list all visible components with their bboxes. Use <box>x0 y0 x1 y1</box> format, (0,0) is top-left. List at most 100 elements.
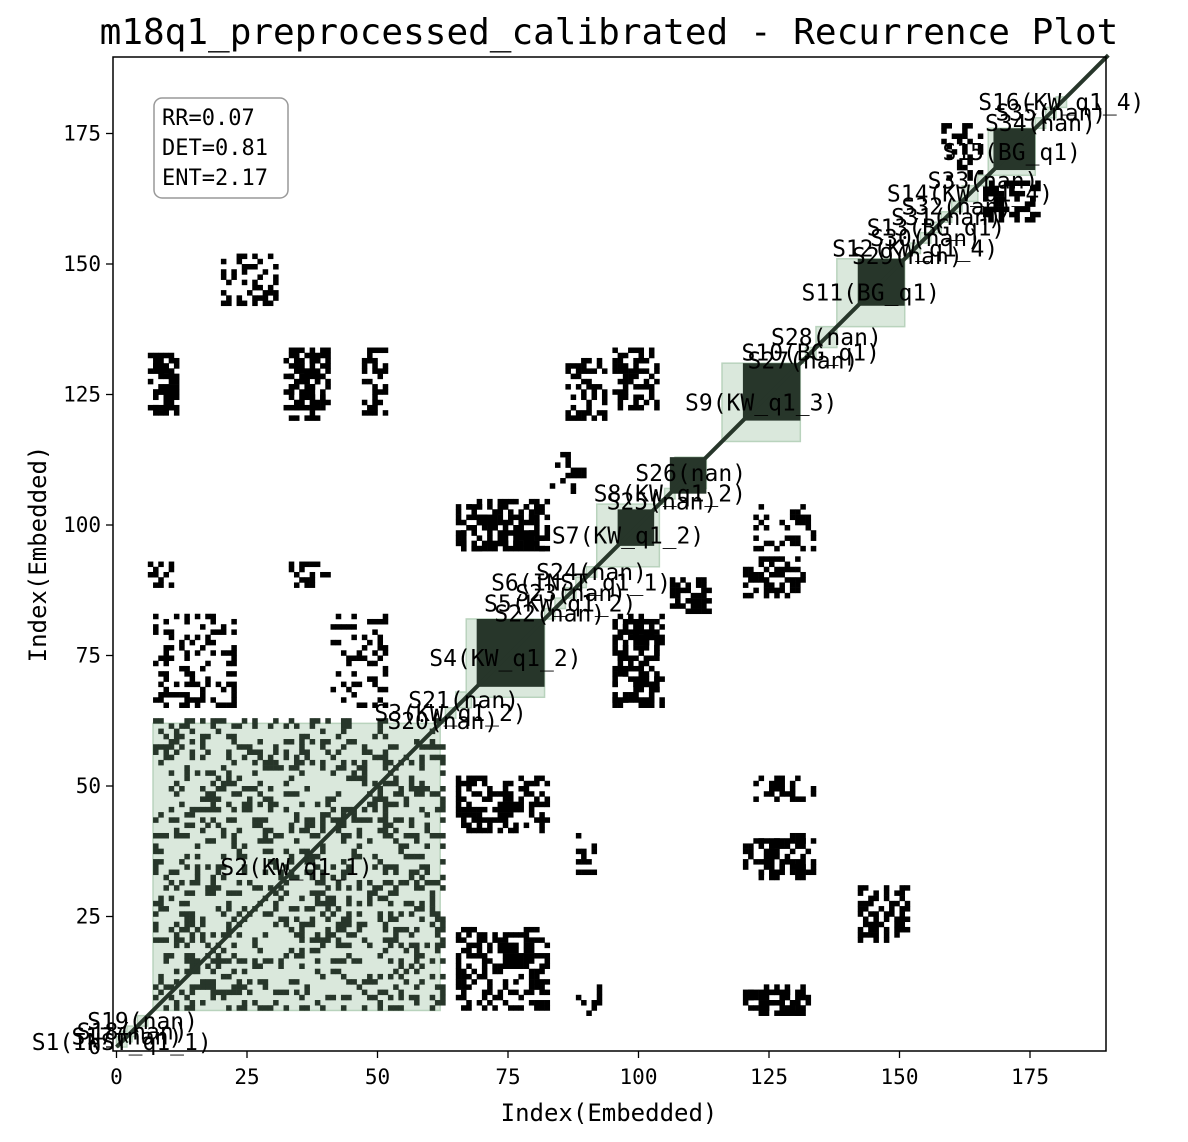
recurrence-point <box>236 253 243 260</box>
recurrence-point <box>643 357 650 364</box>
recurrence-point <box>194 984 201 990</box>
recurrence-point <box>497 801 504 808</box>
recurrence-point <box>231 660 237 667</box>
recurrence-point <box>518 530 524 536</box>
recurrence-point <box>340 822 347 829</box>
recurrence-point <box>158 384 164 390</box>
recurrence-point <box>158 697 164 703</box>
recurrence-point <box>205 822 211 829</box>
recurrence-point <box>173 733 180 740</box>
recurrence-point <box>293 399 300 406</box>
recurrence-point <box>241 269 248 275</box>
recurrence-point <box>1014 211 1020 218</box>
recurrence-point <box>570 394 577 401</box>
recurrence-point <box>695 608 702 615</box>
recurrence-point <box>184 650 190 656</box>
recurrence-point <box>346 979 352 985</box>
recurrence-point <box>231 645 237 651</box>
recurrence-point <box>377 827 384 834</box>
recurrence-point <box>273 264 279 270</box>
recurrence-point <box>628 692 634 698</box>
recurrence-point <box>293 765 300 771</box>
recurrence-point <box>455 994 462 1001</box>
recurrence-point <box>779 864 785 870</box>
recurrence-point <box>534 504 540 510</box>
recurrence-point <box>497 806 504 813</box>
recurrence-point <box>523 791 530 797</box>
recurrence-point <box>367 895 373 902</box>
recurrence-point <box>497 535 504 541</box>
recurrence-point <box>320 373 326 380</box>
recurrence-point <box>387 759 394 766</box>
recurrence-point <box>168 817 175 823</box>
recurrence-point <box>220 269 227 275</box>
recurrence-point <box>262 300 269 307</box>
recurrence-point <box>387 958 394 964</box>
recurrence-point <box>967 175 973 181</box>
recurrence-point <box>654 399 660 406</box>
recurrence-point <box>325 926 331 933</box>
recurrence-point <box>387 822 394 829</box>
segment-label: S9(KW_q1_3) <box>685 390 837 416</box>
recurrence-point <box>231 692 237 698</box>
recurrence-point <box>763 848 770 855</box>
recurrence-point <box>899 885 906 891</box>
recurrence-point <box>591 1005 598 1011</box>
recurrence-point <box>455 968 462 975</box>
recurrence-point <box>403 843 410 849</box>
recurrence-point <box>372 363 378 369</box>
recurrence-point <box>361 780 368 787</box>
recurrence-point <box>857 932 864 938</box>
recurrence-point <box>586 410 592 416</box>
recurrence-point <box>220 290 227 296</box>
recurrence-point <box>596 994 603 1001</box>
recurrence-point <box>220 832 227 839</box>
recurrence-point <box>163 676 169 682</box>
recurrence-point <box>758 519 765 526</box>
recurrence-point <box>508 780 514 787</box>
recurrence-point <box>810 859 817 865</box>
recurrence-point <box>158 404 164 411</box>
recurrence-point <box>748 592 754 599</box>
recurrence-point <box>351 775 357 782</box>
recurrence-point <box>742 566 749 573</box>
recurrence-point <box>669 592 676 599</box>
recurrence-point <box>612 357 618 364</box>
recurrence-point <box>455 963 462 969</box>
recurrence-point <box>805 869 812 876</box>
recurrence-point <box>544 1000 551 1006</box>
recurrence-point <box>581 472 587 479</box>
recurrence-point <box>299 921 305 928</box>
recurrence-point <box>304 989 310 996</box>
recurrence-point <box>158 900 164 907</box>
recurrence-point <box>304 984 310 990</box>
recurrence-point <box>299 744 305 750</box>
recurrence-point <box>502 791 509 797</box>
recurrence-point <box>429 832 436 839</box>
recurrence-point <box>492 509 498 515</box>
recurrence-point <box>669 587 676 594</box>
recurrence-point <box>487 530 493 536</box>
recurrence-point <box>544 942 551 949</box>
recurrence-point <box>361 989 368 996</box>
recurrence-point <box>288 718 295 724</box>
recurrence-point <box>523 519 530 526</box>
recurrence-point <box>763 582 770 588</box>
recurrence-point <box>372 853 378 860</box>
recurrence-point <box>257 947 263 954</box>
recurrence-point <box>899 926 906 933</box>
recurrence-point <box>367 973 373 980</box>
recurrence-point <box>304 378 310 385</box>
recurrence-point <box>622 368 629 374</box>
recurrence-point <box>351 932 357 938</box>
recurrence-point <box>857 900 864 907</box>
recurrence-point <box>283 373 290 380</box>
recurrence-point <box>220 300 227 307</box>
recurrence-point <box>325 363 331 369</box>
recurrence-point <box>346 916 352 923</box>
recurrence-point <box>977 170 984 176</box>
recurrence-point <box>774 989 780 996</box>
recurrence-point <box>617 363 624 369</box>
recurrence-point <box>184 681 190 688</box>
recurrence-point <box>377 718 384 724</box>
